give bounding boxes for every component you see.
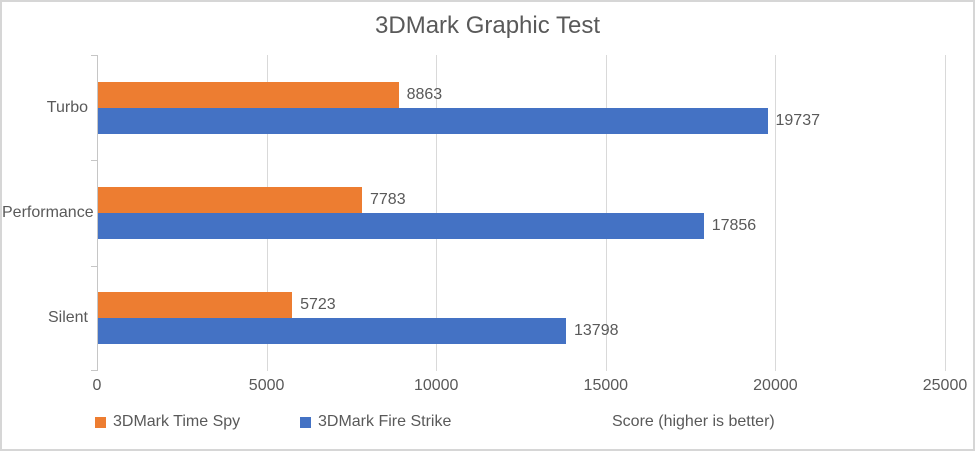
category-axis-tick [91,265,97,267]
legend-item-time-spy: 3DMark Time Spy [95,411,240,433]
data-label-3dmark-time-spy-performance: 7783 [370,191,406,208]
x-tick-label-10000: 10000 [413,377,459,394]
bar-3dmark-time-spy-silent [98,292,293,319]
legend-label-time-spy: 3DMark Time Spy [113,413,241,430]
bar-3dmark-time-spy-performance [98,187,362,213]
bar-3dmark-fire-strike-performance [98,213,704,239]
category-label-silent: Silent [47,309,88,327]
data-label-3dmark-fire-strike-silent: 13798 [574,322,619,340]
x-tick-label-20000: 20000 [753,377,798,394]
bar-3dmark-fire-strike-turbo [98,107,768,134]
plot-area: 8863 19737 7783 17856 5723 13798 [91,55,946,371]
data-label-3dmark-fire-strike-turbo: 19737 [775,111,821,129]
legend-swatch-time-spy-icon [95,416,106,428]
data-label-3dmark-time-spy-silent: 5723 [300,296,336,314]
gridline-20000 [775,55,777,371]
legend-swatch-fire-strike-icon [300,416,311,428]
gridline-25000 [945,55,946,371]
data-label-3dmark-fire-strike-performance: 17856 [711,217,757,234]
bar-3dmark-time-spy-turbo [98,81,399,108]
chart-title: 3DMark Graphic Test [375,12,600,39]
x-axis-title: Score (higher is better) [612,413,775,430]
category-axis-tick [91,55,97,56]
bar-3dmark-fire-strike-silent [98,318,566,345]
x-tick-label-0: 0 [92,377,102,394]
category-axis-tick [91,160,97,162]
category-axis-tick [91,370,97,371]
category-label-performance: Performance [2,204,94,221]
x-tick-label-25000: 25000 [922,377,968,394]
x-tick-label-15000: 15000 [583,377,629,394]
category-axis-line [97,55,98,371]
legend-item-fire-strike: 3DMark Fire Strike [300,411,451,433]
category-label-turbo: Turbo [46,98,88,116]
data-label-3dmark-time-spy-turbo: 8863 [406,85,443,103]
x-tick-label-5000: 5000 [248,377,285,394]
legend-label-fire-strike: 3DMark Fire Strike [318,413,452,430]
